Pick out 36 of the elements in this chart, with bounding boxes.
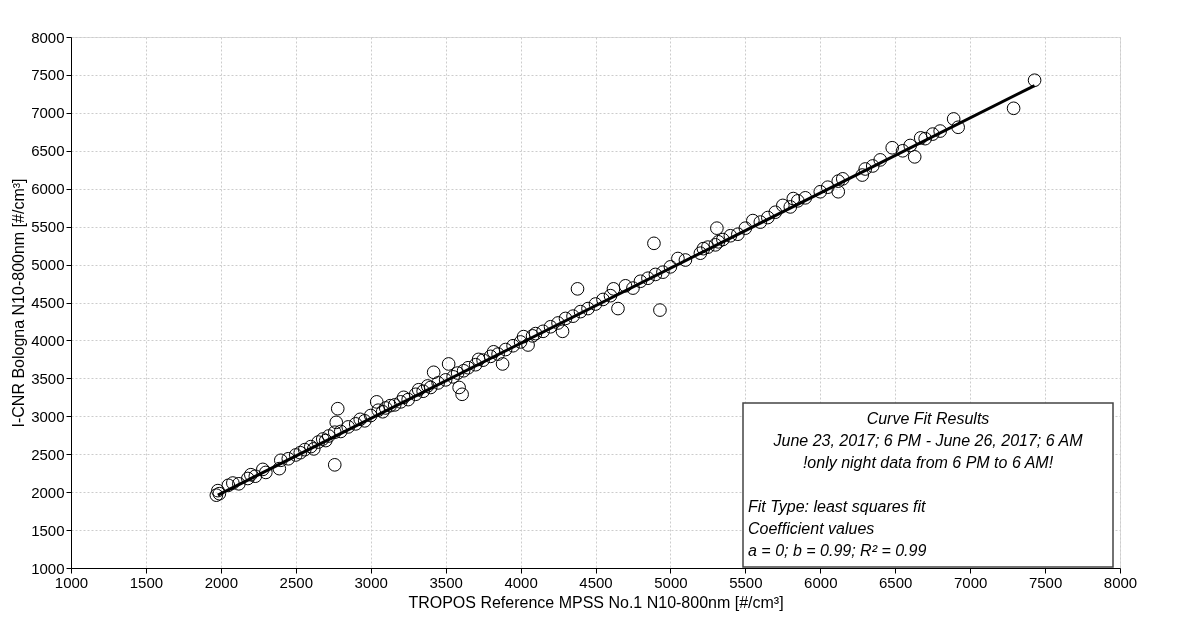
annotation: Coefficient values [748, 520, 875, 537]
y-tick-label: 3500 [31, 369, 65, 387]
x-tick-label: 3000 [354, 573, 388, 591]
y-tick-label: 2500 [31, 445, 65, 463]
x-tick-label: 3500 [429, 573, 463, 591]
x-tick-label: 5500 [729, 573, 763, 591]
y-tick-label: 6500 [31, 142, 65, 160]
x-tick-label: 6000 [804, 573, 838, 591]
annotation: June 23, 2017; 6 PM - June 26, 2017; 6 AM [772, 432, 1084, 449]
y-tick-label: 1500 [31, 521, 65, 539]
x-tick-label: 4000 [504, 573, 538, 591]
x-axis-title: TROPOS Reference MPSS No.1 N10-800nm [#/cm³] [408, 593, 784, 611]
annotation: Fit Type: least squares fit [748, 498, 927, 515]
y-tick-label: 6000 [31, 180, 65, 198]
y-tick-label: 2000 [31, 483, 65, 501]
x-tick-label: 6500 [879, 573, 913, 591]
y-tick-label: 5000 [31, 256, 65, 274]
x-tick-label: 4500 [579, 573, 613, 591]
x-tick-label: 7000 [953, 573, 988, 591]
x-tick-label: 5000 [654, 573, 688, 591]
x-tick-label: 2000 [204, 573, 239, 591]
y-tick-label: 4000 [31, 331, 65, 349]
annotation: Curve Fit Results [866, 410, 990, 427]
x-tick-label: 2500 [279, 573, 313, 591]
annotation: a = 0; b = 0.99; R² = 0.99 [748, 542, 927, 559]
y-tick-label: 8000 [31, 28, 65, 46]
y-axis-title: I-CNR Bologna N10-800nm [#/cm³] [10, 178, 28, 428]
x-tick-label: 8000 [1103, 573, 1138, 591]
x-tick-label: 1500 [129, 573, 164, 591]
y-tick-label: 3000 [31, 407, 65, 425]
x-tick-label: 7500 [1028, 573, 1063, 591]
y-tick-label: 5500 [31, 218, 65, 236]
y-tick-label: 7000 [31, 104, 65, 122]
y-tick-label: 4500 [31, 294, 65, 311]
y-tick-label: 7500 [31, 66, 65, 84]
annotation: !only night data from 6 PM to 6 AM! [802, 454, 1054, 471]
